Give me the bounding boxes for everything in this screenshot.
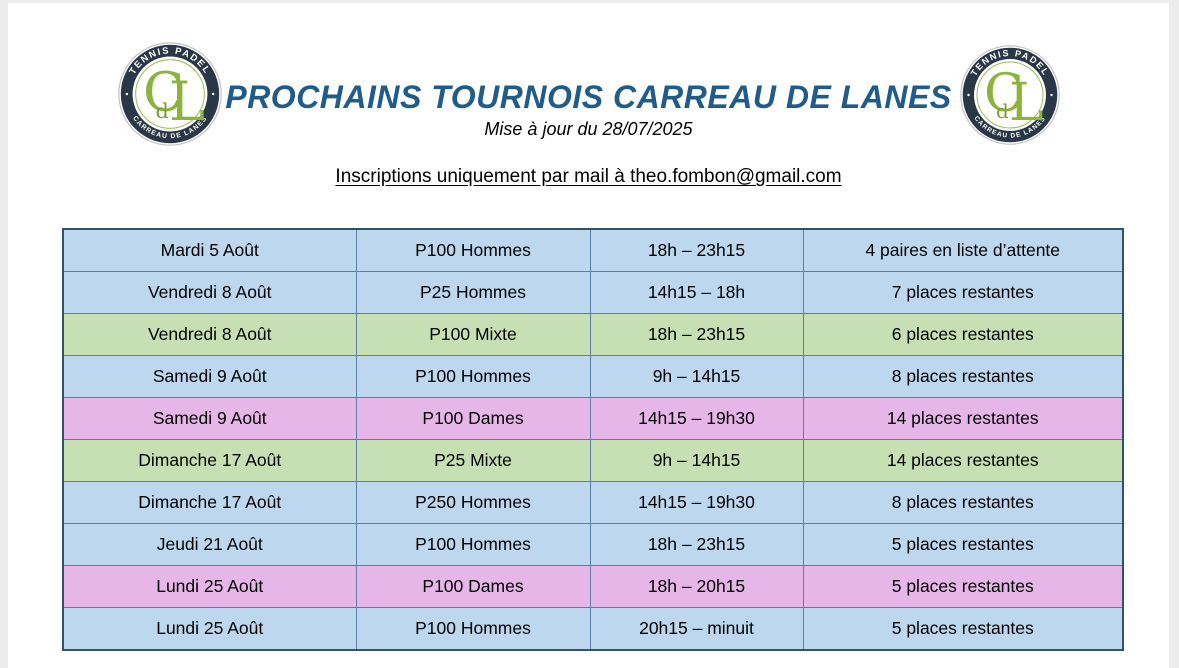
cell-date: Dimanche 17 Août	[62, 439, 357, 482]
club-badge-icon: TENNIS PADEL CARREAU DE LANES C d L	[960, 45, 1060, 145]
cell-date: Vendredi 8 Août	[62, 271, 357, 314]
cell-availability: 5 places restantes	[802, 607, 1124, 651]
table-row: Dimanche 17 Août P250 Hommes 14h15 – 19h30…	[62, 481, 1124, 524]
logo-monogram-c: C	[143, 61, 184, 124]
tournaments-table: Mardi 5 Août P100 Hommes 18h – 23h15 4 pair…	[62, 228, 1124, 651]
update-date-subtitle: Mise à jour du 28/07/2025	[484, 119, 693, 139]
cell-time: 20h15 – minuit	[589, 607, 804, 651]
cell-availability: 8 places restantes	[802, 355, 1124, 398]
tournament-table-body: Mardi 5 Août P100 Hommes 18h – 23h15 4 pair…	[62, 228, 1124, 651]
table-row: Vendredi 8 Août P100 Mixte 18h – 23h15 6 pl…	[62, 313, 1124, 356]
cell-availability: 14 places restantes	[802, 439, 1124, 482]
cell-time: 14h15 – 18h	[589, 271, 804, 314]
table-row: Samedi 9 Août P100 Hommes 9h – 14h15 8 plac…	[62, 355, 1124, 398]
cell-availability: 8 places restantes	[802, 481, 1124, 524]
logo-monogram-l: L	[1009, 73, 1044, 133]
cell-category: P25 Mixte	[355, 439, 591, 482]
document-page: TENNIS PADEL CARREAU DE LANES C d L TENN…	[8, 3, 1169, 668]
cell-date: Samedi 9 Août	[62, 355, 357, 398]
cell-time: 18h – 23h15	[589, 228, 804, 272]
cell-time: 9h – 14h15	[589, 355, 804, 398]
table-row: Jeudi 21 Août P100 Hommes 18h – 23h15 5 pla…	[62, 523, 1124, 566]
cell-category: P100 Hommes	[355, 228, 591, 272]
cell-availability: 4 paires en liste d’attente	[802, 228, 1124, 272]
cell-availability: 7 places restantes	[802, 271, 1124, 314]
cell-category: P100 Dames	[355, 565, 591, 608]
cell-category: P100 Hommes	[355, 355, 591, 398]
cell-availability: 6 places restantes	[802, 313, 1124, 356]
logo-monogram-c: C	[984, 64, 1024, 124]
cell-date: Mardi 5 Août	[62, 228, 357, 272]
table-row: Samedi 9 Août P100 Dames 14h15 – 19h30 14 p…	[62, 397, 1124, 440]
cell-time: 14h15 – 19h30	[589, 397, 804, 440]
cell-category: P25 Hommes	[355, 271, 591, 314]
table-row: Vendredi 8 Août P25 Hommes 14h15 – 18h 7 pl…	[62, 271, 1124, 314]
table-row: Lundi 25 Août P100 Hommes 20h15 – minuit 5 …	[62, 607, 1124, 651]
cell-date: Dimanche 17 Août	[62, 481, 357, 524]
logo-monogram-d: d	[155, 99, 168, 123]
logo-monogram-d: d	[996, 99, 1009, 123]
cell-date: Vendredi 8 Août	[62, 313, 357, 356]
table-row: Lundi 25 Août P100 Dames 18h – 20h15 5 plac…	[62, 565, 1124, 608]
cell-category: P100 Hommes	[355, 607, 591, 651]
cell-category: P100 Mixte	[355, 313, 591, 356]
cell-availability: 5 places restantes	[802, 565, 1124, 608]
registration-mail-line: Inscriptions uniquement par mail à theo.…	[335, 166, 842, 187]
cell-date: Samedi 9 Août	[62, 397, 357, 440]
cell-category: P100 Dames	[355, 397, 591, 440]
cell-time: 18h – 20h15	[589, 565, 804, 608]
cell-category: P100 Hommes	[355, 523, 591, 566]
page-title: PROCHAINS TOURNOIS CARREAU DE LANES	[225, 79, 952, 115]
cell-date: Jeudi 21 Août	[62, 523, 357, 566]
logo-monogram-l: L	[169, 70, 205, 133]
table-row: Mardi 5 Août P100 Hommes 18h – 23h15 4 pair…	[62, 228, 1124, 272]
cell-availability: 14 places restantes	[802, 397, 1124, 440]
club-badge-icon: TENNIS PADEL CARREAU DE LANES C d L	[118, 42, 222, 146]
club-logo-right: TENNIS PADEL CARREAU DE LANES C d L	[960, 45, 1060, 145]
cell-time: 18h – 23h15	[589, 313, 804, 356]
cell-time: 9h – 14h15	[589, 439, 804, 482]
cell-date: Lundi 25 Août	[62, 607, 357, 651]
cell-date: Lundi 25 Août	[62, 565, 357, 608]
club-logo-left: TENNIS PADEL CARREAU DE LANES C d L	[118, 42, 222, 146]
cell-time: 18h – 23h15	[589, 523, 804, 566]
cell-time: 14h15 – 19h30	[589, 481, 804, 524]
cell-availability: 5 places restantes	[802, 523, 1124, 566]
table-row: Dimanche 17 Août P25 Mixte 9h – 14h15 14 pl…	[62, 439, 1124, 482]
cell-category: P250 Hommes	[355, 481, 591, 524]
